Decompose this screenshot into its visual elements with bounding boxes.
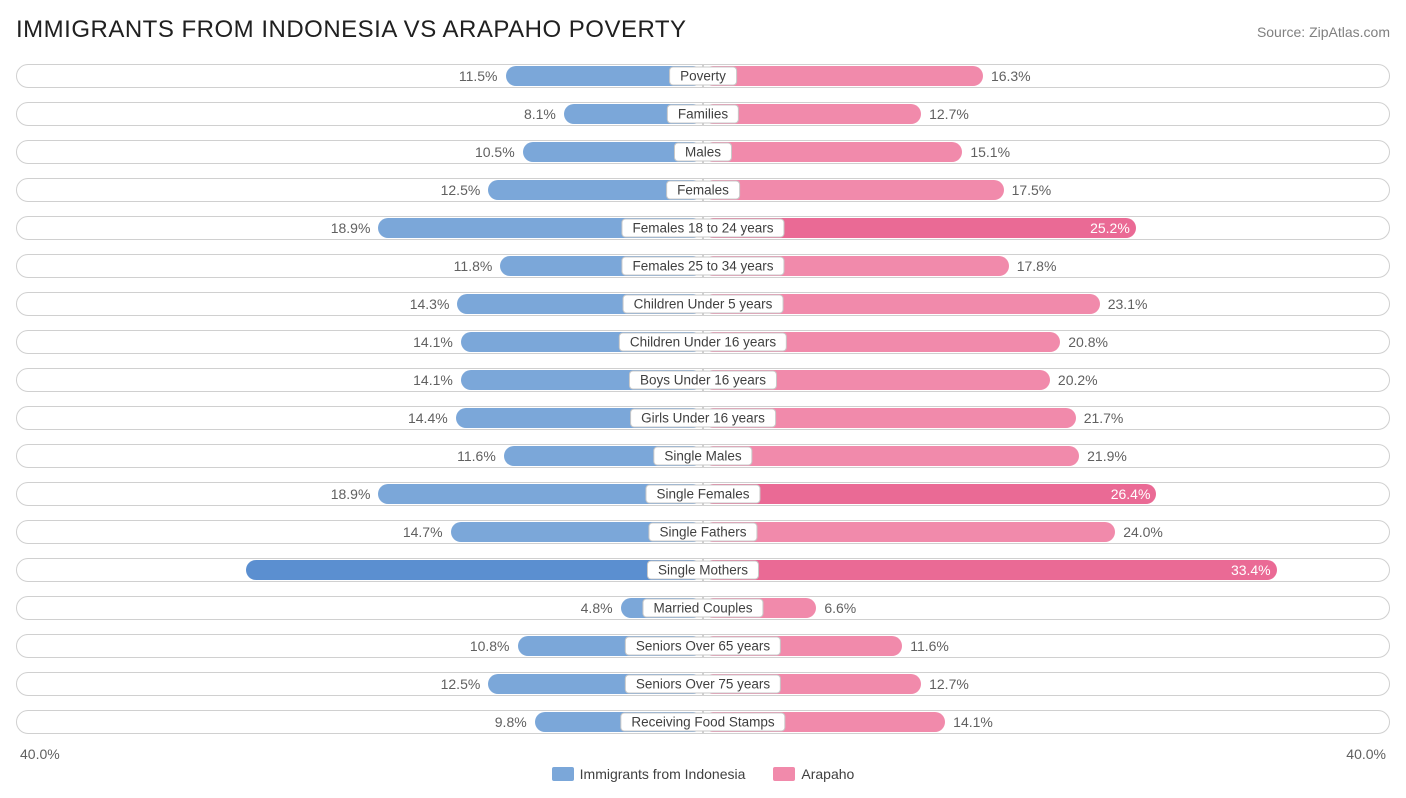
value-right: 16.3% (991, 68, 1031, 84)
chart-row: 11.5% 16.3% Poverty (16, 60, 1390, 92)
category-label: Females (666, 181, 740, 200)
value-right: 21.9% (1087, 448, 1127, 464)
chart-row: 14.1% 20.2% Boys Under 16 years (16, 364, 1390, 396)
swatch-icon (773, 767, 795, 781)
value-left: 14.7% (403, 524, 443, 540)
legend-item-right: Arapaho (773, 766, 854, 782)
chart-row: 12.5% 12.7% Seniors Over 75 years (16, 668, 1390, 700)
value-right: 25.2% (1090, 220, 1130, 236)
value-left: 14.1% (413, 372, 453, 388)
value-left: 10.8% (470, 638, 510, 654)
bar-left: 26.6% (246, 560, 703, 580)
bar-right: 33.4% (703, 560, 1277, 580)
chart-row: 14.3% 23.1% Children Under 5 years (16, 288, 1390, 320)
bar-right (703, 180, 1004, 200)
value-right: 15.1% (970, 144, 1010, 160)
value-right: 17.5% (1012, 182, 1052, 198)
bar-right (703, 142, 962, 162)
value-left: 18.9% (331, 220, 371, 236)
category-label: Married Couples (642, 599, 763, 618)
category-label: Receiving Food Stamps (620, 713, 785, 732)
value-right: 11.6% (910, 638, 949, 654)
category-label: Boys Under 16 years (629, 371, 777, 390)
category-label: Single Fathers (648, 523, 757, 542)
value-left: 11.8% (454, 258, 493, 274)
value-right: 20.8% (1068, 334, 1108, 350)
value-left: 11.6% (457, 448, 496, 464)
chart-row: 10.8% 11.6% Seniors Over 65 years (16, 630, 1390, 662)
chart-row: 11.8% 17.8% Females 25 to 34 years (16, 250, 1390, 282)
value-left: 12.5% (441, 182, 481, 198)
chart-title: IMMIGRANTS FROM INDONESIA VS ARAPAHO POV… (16, 16, 687, 44)
category-label: Children Under 16 years (619, 333, 787, 352)
chart-row: 8.1% 12.7% Families (16, 98, 1390, 130)
bar-right: 26.4% (703, 484, 1156, 504)
legend-item-left: Immigrants from Indonesia (552, 766, 746, 782)
category-label: Single Males (653, 447, 752, 466)
category-label: Females 25 to 34 years (621, 257, 784, 276)
bar-right (703, 66, 983, 86)
value-right: 20.2% (1058, 372, 1098, 388)
value-left: 14.1% (413, 334, 453, 350)
value-right: 26.4% (1111, 486, 1151, 502)
header: IMMIGRANTS FROM INDONESIA VS ARAPAHO POV… (16, 16, 1390, 44)
legend-label: Immigrants from Indonesia (580, 766, 746, 782)
value-left: 8.1% (524, 106, 556, 122)
value-left: 12.5% (441, 676, 481, 692)
value-right: 17.8% (1017, 258, 1057, 274)
source-attribution: Source: ZipAtlas.com (1257, 24, 1390, 40)
value-right: 14.1% (953, 714, 993, 730)
value-right: 24.0% (1123, 524, 1163, 540)
chart-row: 26.6% 33.4% Single Mothers (16, 554, 1390, 586)
category-label: Females 18 to 24 years (621, 219, 784, 238)
bar-right (703, 446, 1079, 466)
value-left: 9.8% (495, 714, 527, 730)
diverging-bar-chart: 11.5%16.3%Poverty8.1%12.7%Families10.5%1… (16, 60, 1390, 738)
chart-row: 14.7% 24.0% Single Fathers (16, 516, 1390, 548)
chart-row: 11.6% 21.9% Single Males (16, 440, 1390, 472)
value-right: 23.1% (1108, 296, 1148, 312)
axis-left-max: 40.0% (20, 746, 60, 762)
bar-right (703, 522, 1115, 542)
category-label: Seniors Over 65 years (625, 637, 781, 656)
category-label: Girls Under 16 years (630, 409, 776, 428)
value-left: 14.3% (410, 296, 450, 312)
category-label: Males (674, 143, 732, 162)
value-right: 12.7% (929, 676, 969, 692)
chart-row: 4.8% 6.6% Married Couples (16, 592, 1390, 624)
value-right: 12.7% (929, 106, 969, 122)
legend: Immigrants from Indonesia Arapaho (16, 766, 1390, 782)
chart-row: 14.4% 21.7% Girls Under 16 years (16, 402, 1390, 434)
chart-row: 9.8% 14.1% Receiving Food Stamps (16, 706, 1390, 738)
chart-row: 18.9% 25.2% Females 18 to 24 years (16, 212, 1390, 244)
chart-row: 18.9% 26.4% Single Females (16, 478, 1390, 510)
category-label: Single Females (645, 485, 760, 504)
value-left: 10.5% (475, 144, 515, 160)
value-right: 6.6% (824, 600, 856, 616)
category-label: Single Mothers (647, 561, 759, 580)
chart-row: 12.5% 17.5% Females (16, 174, 1390, 206)
category-label: Poverty (669, 67, 737, 86)
chart-row: 14.1% 20.8% Children Under 16 years (16, 326, 1390, 358)
swatch-icon (552, 767, 574, 781)
category-label: Children Under 5 years (623, 295, 784, 314)
value-right: 33.4% (1231, 562, 1271, 578)
value-left: 18.9% (331, 486, 371, 502)
category-label: Families (667, 105, 739, 124)
legend-label: Arapaho (801, 766, 854, 782)
category-label: Seniors Over 75 years (625, 675, 781, 694)
value-left: 14.4% (408, 410, 448, 426)
chart-row: 10.5% 15.1% Males (16, 136, 1390, 168)
value-right: 21.7% (1084, 410, 1124, 426)
value-left: 11.5% (459, 68, 498, 84)
value-left: 4.8% (581, 600, 613, 616)
axis-right-max: 40.0% (1346, 746, 1386, 762)
axis-labels: 40.0% 40.0% (16, 744, 1390, 762)
